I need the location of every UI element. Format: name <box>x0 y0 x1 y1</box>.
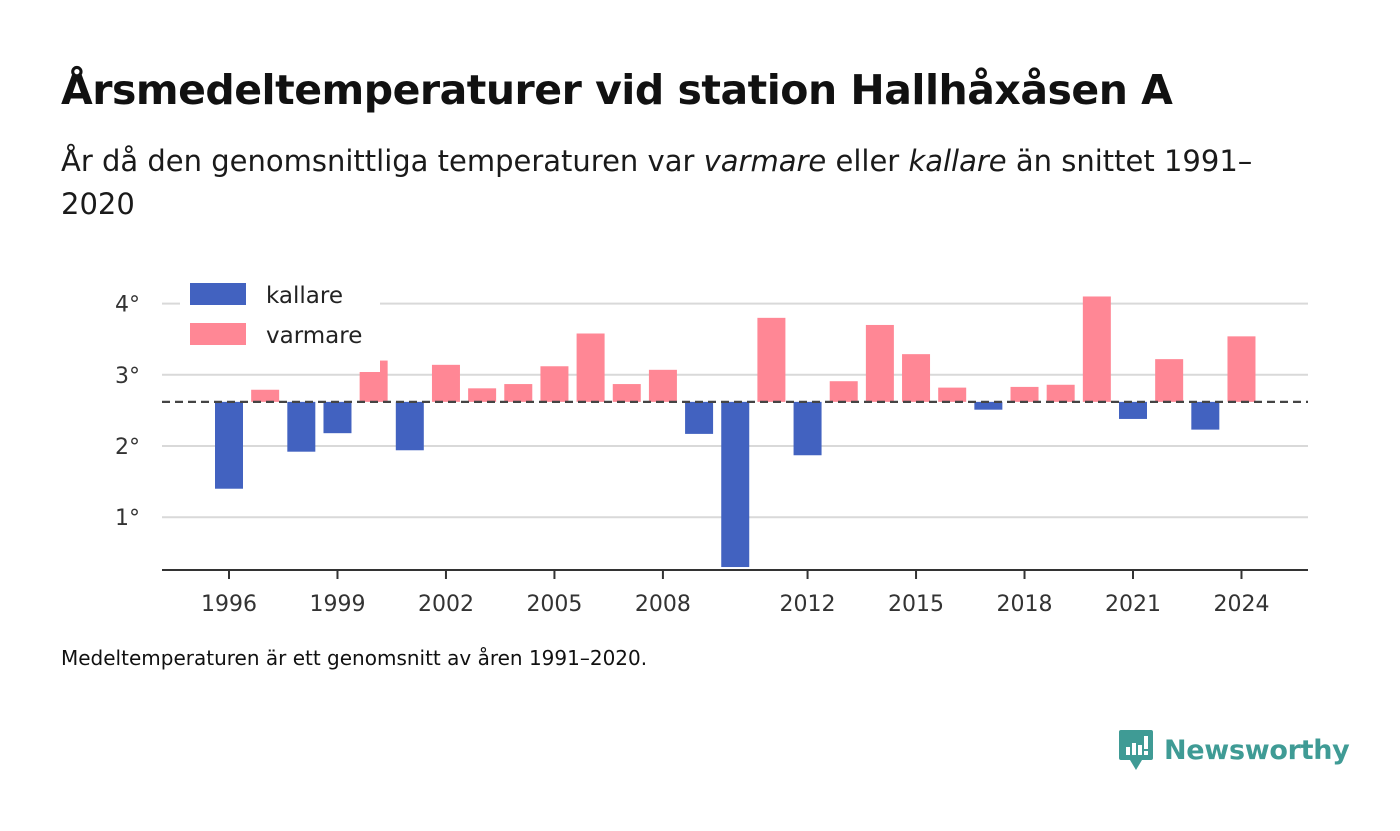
y-tick-label: 1° <box>115 506 140 531</box>
x-tick-label: 2012 <box>780 592 836 617</box>
y-tick-label: 4° <box>115 293 140 318</box>
bar <box>865 324 894 402</box>
x-tick-label: 2002 <box>418 592 474 617</box>
bar <box>1046 384 1075 402</box>
y-tick-label: 2° <box>115 435 140 460</box>
newsworthy-logo: Newsworthy <box>1118 728 1350 772</box>
newsworthy-logo-text: Newsworthy <box>1164 734 1350 766</box>
bar <box>721 401 750 568</box>
bar <box>1082 296 1111 402</box>
x-axis-ticks: 1996 1999 2002 2005 2008 2012 2015 2018 2021 2024 <box>201 570 1269 617</box>
bars <box>215 296 1256 568</box>
x-tick-label: 2024 <box>1213 592 1269 617</box>
chart-title: Årsmedeltemperaturer vid station Hallhåx… <box>61 66 1173 114</box>
bar <box>757 317 786 402</box>
subtitle-pre: År då den genomsnittliga temperaturen va… <box>61 144 704 178</box>
y-tick-label: 3° <box>115 364 140 389</box>
legend-label-warm: varmare <box>266 323 362 349</box>
subtitle-mid: eller <box>826 144 909 178</box>
bar <box>648 369 677 402</box>
footnote: Medeltemperaturen är ett genomsnitt av å… <box>61 646 648 670</box>
bar <box>540 366 569 402</box>
bar <box>1191 401 1220 430</box>
x-tick-label: 2015 <box>888 592 944 617</box>
bar <box>287 401 316 452</box>
bar <box>1155 359 1184 402</box>
bar <box>576 333 605 402</box>
bar <box>793 401 822 456</box>
legend-swatch-cold <box>190 283 246 305</box>
bar <box>251 389 280 402</box>
bar <box>323 401 352 434</box>
x-tick-label: 1996 <box>201 592 257 617</box>
bar <box>902 354 931 402</box>
y-axis-labels: 1° 2° 3° 4° <box>115 293 140 532</box>
bar <box>215 401 243 489</box>
bar-chart: 1° 2° 3° 4° 1996 1999 2002 2005 2008 2012 2015 201… <box>115 276 1308 617</box>
bar <box>1010 386 1039 402</box>
bar <box>395 401 424 451</box>
bar <box>431 364 460 402</box>
legend-label-cold: kallare <box>266 283 343 309</box>
x-tick-label: 2018 <box>997 592 1053 617</box>
bar <box>829 381 858 402</box>
bar <box>1119 401 1147 419</box>
x-tick-label: 2008 <box>635 592 691 617</box>
subtitle-cold: kallare <box>908 144 1007 178</box>
x-tick-label: 1999 <box>309 592 365 617</box>
bar <box>468 388 497 402</box>
bar <box>1227 336 1256 402</box>
newsworthy-logo-icon <box>1119 730 1153 770</box>
chart-subtitle: År då den genomsnittliga temperaturen va… <box>61 140 1301 226</box>
x-tick-label: 2021 <box>1105 592 1161 617</box>
bar <box>938 387 967 402</box>
bar <box>612 384 641 402</box>
x-tick-label: 2005 <box>526 592 582 617</box>
legend-swatch-warm <box>190 323 246 345</box>
subtitle-post: än snittet 1991–2020 <box>61 144 1253 221</box>
subtitle-warm: varmare <box>703 144 827 178</box>
bar <box>504 384 533 402</box>
legend: kallare varmare <box>180 276 380 372</box>
bar <box>685 401 714 434</box>
bar <box>974 401 1003 410</box>
